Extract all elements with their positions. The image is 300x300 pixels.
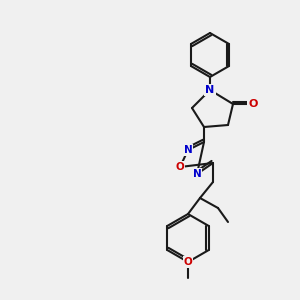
Text: O: O [176, 162, 184, 172]
Text: O: O [184, 257, 192, 267]
Text: N: N [184, 145, 192, 155]
Text: N: N [206, 85, 214, 95]
Text: N: N [193, 169, 201, 179]
Text: O: O [248, 99, 258, 109]
